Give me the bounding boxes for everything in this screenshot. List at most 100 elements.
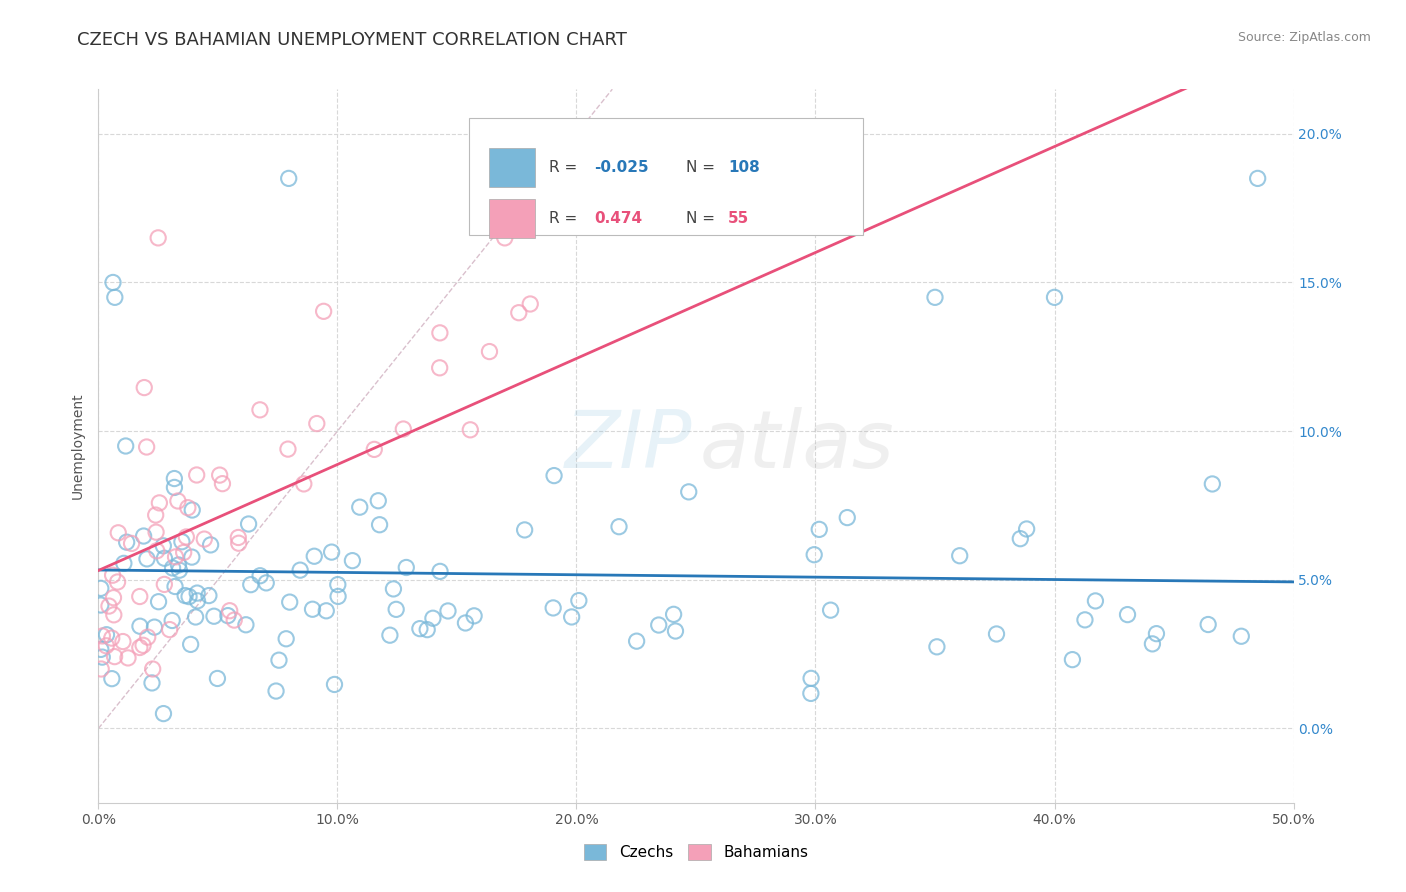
Point — [202, 609, 225, 624]
Point — [101, 568, 124, 582]
Point — [395, 560, 418, 574]
Point — [180, 550, 202, 565]
Point — [678, 484, 700, 499]
Point — [326, 577, 349, 591]
Point — [145, 508, 167, 522]
Point — [925, 640, 948, 654]
Point — [277, 442, 299, 456]
Point — [463, 608, 485, 623]
Point — [1116, 607, 1139, 622]
Point — [249, 402, 271, 417]
Text: N =: N = — [686, 211, 720, 227]
Point — [198, 589, 221, 603]
Point — [541, 601, 564, 615]
Point — [664, 624, 686, 638]
Point — [101, 672, 124, 686]
Point — [949, 549, 972, 563]
Point — [607, 519, 630, 533]
Point — [1074, 613, 1097, 627]
Point — [132, 529, 155, 543]
Point — [276, 632, 298, 646]
Point — [91, 650, 114, 665]
Point — [292, 476, 315, 491]
Point — [561, 610, 583, 624]
Text: atlas: atlas — [700, 407, 894, 485]
Point — [169, 563, 191, 577]
Point — [277, 171, 299, 186]
Point — [454, 615, 477, 630]
Point — [91, 629, 114, 643]
Point — [249, 568, 271, 582]
Point — [163, 580, 186, 594]
Point — [135, 440, 157, 454]
Point — [193, 532, 215, 546]
Point — [174, 589, 197, 603]
Point — [163, 480, 186, 494]
FancyBboxPatch shape — [489, 148, 534, 187]
Point — [228, 536, 250, 550]
Legend: Czechs, Bahamians: Czechs, Bahamians — [578, 838, 814, 866]
Point — [176, 530, 198, 544]
Point — [1146, 626, 1168, 640]
Point — [437, 604, 460, 618]
Point — [180, 637, 202, 651]
Point — [136, 630, 159, 644]
Point — [378, 628, 401, 642]
Point — [626, 634, 648, 648]
FancyBboxPatch shape — [489, 199, 534, 238]
Point — [382, 582, 405, 596]
Text: -0.025: -0.025 — [595, 161, 650, 175]
Point — [162, 561, 184, 575]
Point — [239, 577, 262, 591]
Point — [820, 603, 842, 617]
Point — [278, 595, 301, 609]
Point — [1010, 532, 1032, 546]
Text: 55: 55 — [728, 211, 749, 227]
Point — [98, 599, 121, 613]
Text: ZIP: ZIP — [565, 407, 692, 485]
Point — [326, 590, 349, 604]
Point — [165, 549, 187, 564]
Point — [1043, 290, 1066, 304]
Point — [111, 634, 134, 648]
Point — [142, 662, 165, 676]
Point — [128, 590, 150, 604]
Point — [173, 545, 195, 559]
Point — [800, 671, 823, 685]
Point — [305, 417, 328, 431]
Point — [160, 614, 183, 628]
Point — [186, 467, 208, 482]
Point — [186, 594, 208, 608]
Point — [152, 539, 174, 553]
Point — [208, 468, 231, 483]
Point — [148, 595, 170, 609]
Point — [96, 639, 118, 653]
Point — [1062, 652, 1084, 666]
Point — [170, 534, 193, 549]
Point — [429, 360, 451, 375]
Point — [368, 517, 391, 532]
Point — [153, 551, 176, 566]
Point — [184, 610, 207, 624]
Point — [429, 326, 451, 340]
Point — [1247, 171, 1270, 186]
Point — [177, 500, 200, 515]
Point — [128, 640, 150, 655]
Point — [146, 544, 169, 558]
Point — [422, 611, 444, 625]
Point — [90, 582, 112, 596]
Point — [494, 231, 516, 245]
Point — [458, 423, 481, 437]
Point — [803, 548, 825, 562]
Point — [90, 642, 112, 657]
Point — [508, 306, 530, 320]
Point — [136, 552, 159, 566]
Point — [103, 607, 125, 622]
Text: 108: 108 — [728, 161, 761, 175]
Text: Source: ZipAtlas.com: Source: ZipAtlas.com — [1237, 31, 1371, 45]
Point — [367, 493, 389, 508]
Point — [211, 476, 233, 491]
Point — [315, 604, 337, 618]
Point — [104, 290, 127, 304]
Point — [808, 522, 831, 536]
